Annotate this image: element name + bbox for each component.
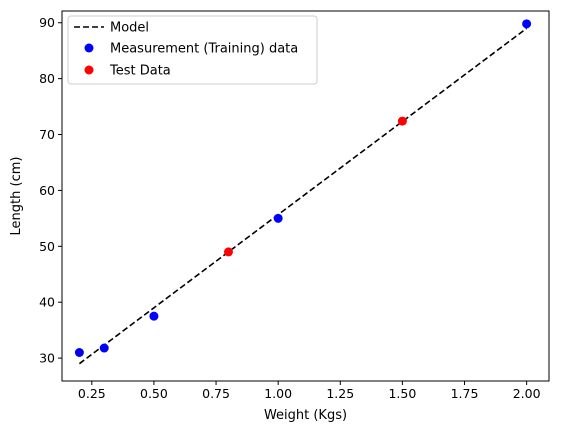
- legend-label: Test Data: [109, 64, 171, 79]
- x-tick-label: 2.00: [513, 386, 541, 401]
- training-point: [273, 213, 283, 223]
- x-axis: 0.25 0.50 0.75 1.00 1.25 1.50 1.75 2.00: [78, 381, 541, 401]
- test-point: [223, 247, 233, 257]
- legend-swatch-test: [84, 65, 94, 75]
- y-tick-label: 50: [39, 239, 55, 254]
- x-tick-label: 0.25: [78, 386, 106, 401]
- training-point: [74, 347, 84, 357]
- training-point: [522, 19, 532, 29]
- y-tick-label: 90: [39, 15, 55, 30]
- x-tick-label: 1.50: [388, 386, 416, 401]
- legend-swatch-training: [84, 43, 94, 53]
- x-tick-label: 0.50: [140, 386, 168, 401]
- test-point: [397, 116, 407, 126]
- y-tick-label: 30: [39, 351, 55, 366]
- model-line: [78, 27, 528, 365]
- y-tick-label: 60: [39, 183, 55, 198]
- y-axis: 30 40 50 60 70 80 90: [39, 15, 62, 366]
- y-tick-label: 40: [39, 295, 55, 310]
- plot-frame: [61, 10, 550, 382]
- legend: Model Measurement (Training) data Test Dat…: [67, 15, 318, 85]
- x-tick-label: 1.75: [451, 386, 479, 401]
- training-point: [149, 311, 159, 321]
- legend-label: Measurement (Training) data: [110, 42, 298, 57]
- x-axis-label: Weight (Kgs): [264, 408, 347, 423]
- x-tick-label: 0.75: [202, 386, 230, 401]
- training-point: [99, 343, 109, 353]
- legend-label: Model: [110, 21, 149, 36]
- y-tick-label: 80: [39, 71, 55, 86]
- y-axis-label: Length (cm): [9, 157, 24, 236]
- y-tick-label: 70: [39, 127, 55, 142]
- x-tick-label: 1.25: [326, 386, 354, 401]
- legend-box: [67, 15, 318, 85]
- x-tick-label: 1.00: [264, 386, 292, 401]
- series-layer: [74, 19, 532, 365]
